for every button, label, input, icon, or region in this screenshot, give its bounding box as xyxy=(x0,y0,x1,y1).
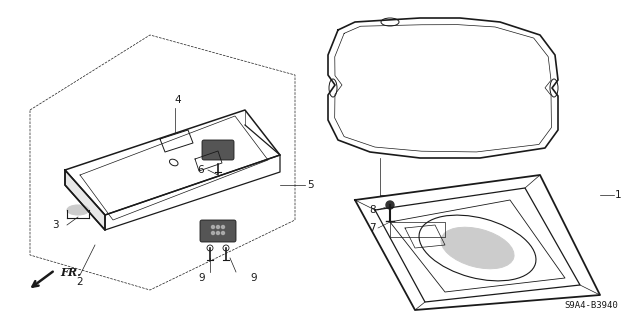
FancyBboxPatch shape xyxy=(202,140,234,160)
Text: 1: 1 xyxy=(615,190,621,200)
Text: 6: 6 xyxy=(197,165,204,175)
Text: 5: 5 xyxy=(307,180,314,190)
Text: 7: 7 xyxy=(369,223,376,233)
Circle shape xyxy=(216,231,220,235)
Circle shape xyxy=(211,231,214,235)
Ellipse shape xyxy=(441,227,514,269)
FancyBboxPatch shape xyxy=(200,220,236,242)
Text: 9: 9 xyxy=(198,273,205,283)
Circle shape xyxy=(386,201,394,209)
Text: FR.: FR. xyxy=(60,267,81,277)
Text: 3: 3 xyxy=(52,220,58,230)
Circle shape xyxy=(221,231,225,235)
Circle shape xyxy=(221,226,225,228)
Text: S9A4-B3940: S9A4-B3940 xyxy=(564,301,618,310)
Circle shape xyxy=(216,226,220,228)
Circle shape xyxy=(211,226,214,228)
Text: 8: 8 xyxy=(369,205,376,215)
Text: 2: 2 xyxy=(77,277,83,287)
Text: 9: 9 xyxy=(250,273,257,283)
Text: 4: 4 xyxy=(175,95,181,105)
Ellipse shape xyxy=(67,205,89,215)
Polygon shape xyxy=(65,170,105,230)
